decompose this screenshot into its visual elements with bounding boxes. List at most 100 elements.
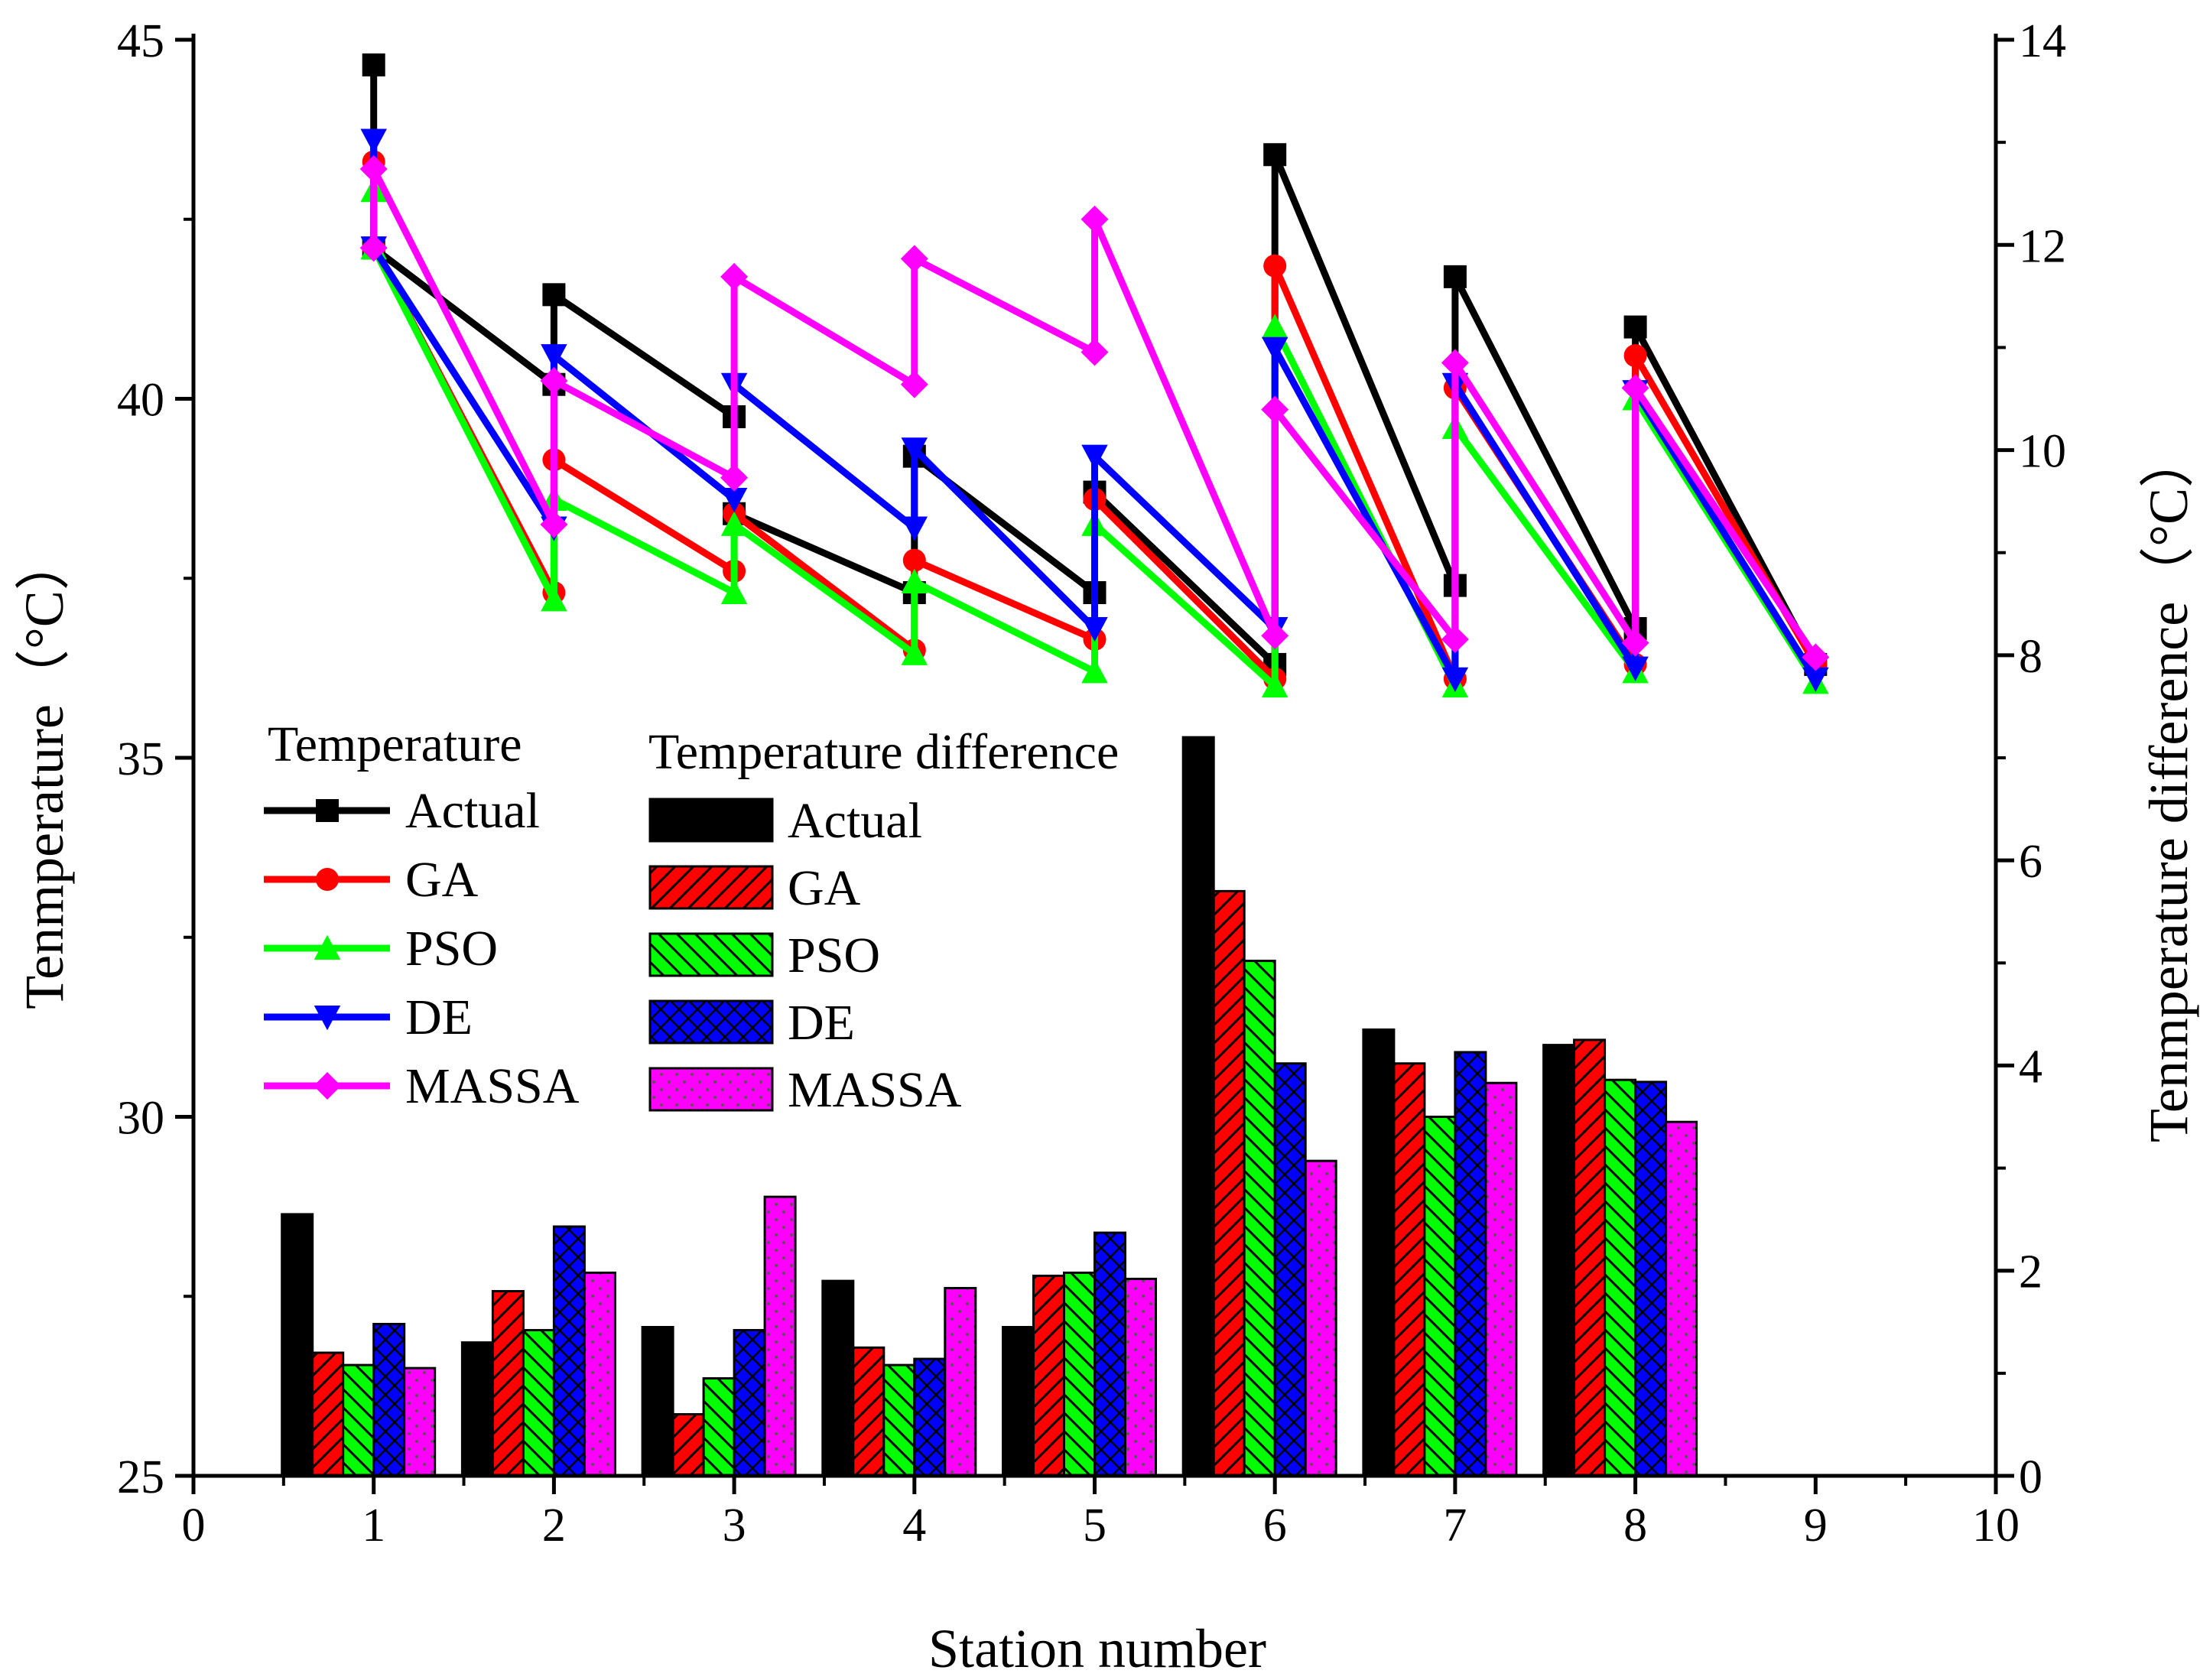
point-massa-15 <box>1621 374 1649 402</box>
temperature-lines <box>359 53 1830 698</box>
y-right-tick-label-4: 4 <box>2019 1041 2042 1093</box>
bar-de-station-2 <box>552 1225 586 1477</box>
point-pso-5 <box>720 511 748 536</box>
bar-ga-station-2 <box>491 1290 525 1477</box>
point-de-6 <box>901 516 928 541</box>
point-pso-2 <box>541 587 567 612</box>
point-massa-5 <box>720 262 749 291</box>
point-ga-11 <box>1263 254 1287 278</box>
legend-swatch-ga <box>648 865 774 910</box>
legend-temperature-title: Temperature <box>268 717 522 772</box>
y-left-tick-label-45: 45 <box>117 15 164 67</box>
point-massa-13 <box>1441 349 1469 377</box>
bar-actual-station-4 <box>821 1279 855 1477</box>
bar-massa-station-7 <box>1484 1081 1518 1477</box>
point-actual-15 <box>1623 315 1647 339</box>
legend-swatch-massa <box>648 1067 774 1112</box>
legend-difference-title: Temperature difference <box>648 724 1119 780</box>
point-massa-12 <box>1441 626 1469 654</box>
legend-bar-label-pso: PSO <box>788 928 880 983</box>
bar-de-station-5 <box>1094 1231 1126 1477</box>
legend-marker-ga <box>316 868 339 891</box>
point-de-3 <box>541 344 567 369</box>
x-tick-label-9: 9 <box>1804 1500 1828 1552</box>
y-axis-right-title: Tenmperature difference（°C） <box>2138 433 2199 1142</box>
bar-massa-station-4 <box>944 1287 977 1477</box>
x-tick-label-4: 4 <box>902 1500 926 1552</box>
x-tick-label-0: 0 <box>182 1500 206 1552</box>
point-pso-6 <box>901 640 928 665</box>
legend-temperature-difference: Temperature difference Actual GA PSO DE MASS… <box>648 724 1119 1118</box>
bar-pso-station-4 <box>882 1363 916 1477</box>
bar-ga-station-4 <box>852 1346 886 1477</box>
point-massa-7 <box>900 245 928 273</box>
bar-massa-station-5 <box>1124 1277 1157 1477</box>
point-massa-6 <box>900 370 928 398</box>
point-de-12 <box>1441 667 1469 692</box>
bar-ga-station-3 <box>671 1413 705 1477</box>
legend-temperature: Temperature Actual GA PSO DE MASSA <box>264 717 580 1114</box>
point-actual-13 <box>1443 265 1467 288</box>
point-massa-14 <box>1621 629 1649 657</box>
bar-actual-station-5 <box>1002 1325 1035 1477</box>
bar-pso-station-8 <box>1604 1078 1637 1477</box>
bar-massa-station-6 <box>1304 1159 1337 1477</box>
x-tick-label-3: 3 <box>723 1500 746 1552</box>
bar-actual-station-7 <box>1362 1028 1396 1477</box>
x-tick-label-8: 8 <box>1623 1500 1647 1552</box>
bar-actual-station-3 <box>641 1325 674 1477</box>
point-actual-3 <box>542 283 566 307</box>
x-tick-label-2: 2 <box>542 1500 566 1552</box>
legend-bar-label-actual: Actual <box>788 793 922 849</box>
legend-line-label-de: DE <box>405 989 473 1045</box>
point-de-4 <box>720 487 748 513</box>
point-pso-7 <box>901 568 928 593</box>
point-de-8 <box>1081 616 1108 642</box>
legend-marker-massa <box>314 1072 341 1100</box>
legend-line-label-pso: PSO <box>405 921 498 976</box>
x-axis-title: Station number <box>928 1618 1266 1679</box>
legend-line-label-massa: MASSA <box>405 1058 580 1114</box>
point-de-0 <box>360 128 387 154</box>
point-ga-7 <box>902 548 926 572</box>
x-tick-label-5: 5 <box>1083 1500 1106 1552</box>
bar-de-station-7 <box>1454 1051 1487 1477</box>
legend-marker-actual <box>316 799 339 822</box>
point-massa-3 <box>540 367 568 395</box>
bar-actual-station-8 <box>1542 1044 1576 1477</box>
point-massa-2 <box>540 510 568 538</box>
point-de-11 <box>1261 336 1288 362</box>
bar-actual-station-6 <box>1181 736 1215 1477</box>
point-massa-11 <box>1261 395 1289 424</box>
bar-massa-station-2 <box>583 1271 616 1477</box>
x-tick-label-6: 6 <box>1263 1500 1287 1552</box>
point-pso-11 <box>1261 314 1288 339</box>
point-actual-11 <box>1263 143 1287 167</box>
x-tick-label-10: 10 <box>1972 1500 2020 1552</box>
point-massa-9 <box>1081 205 1109 233</box>
bar-pso-station-5 <box>1063 1271 1096 1477</box>
bar-massa-station-1 <box>403 1366 437 1477</box>
y-right-tick-label-8: 8 <box>2019 631 2042 683</box>
point-pso-4 <box>720 579 748 605</box>
bar-massa-station-8 <box>1665 1120 1698 1477</box>
y-right-tick-label-6: 6 <box>2019 836 2042 888</box>
bar-massa-station-3 <box>763 1195 797 1477</box>
point-massa-16 <box>1802 643 1830 671</box>
bar-pso-station-6 <box>1243 960 1276 1477</box>
point-massa-1 <box>359 155 388 184</box>
bar-pso-station-3 <box>702 1377 736 1477</box>
bar-actual-station-1 <box>281 1213 314 1477</box>
bar-pso-station-1 <box>342 1363 375 1477</box>
legend-swatch-pso <box>648 932 774 977</box>
point-massa-4 <box>720 463 749 492</box>
legend-swatch-de <box>648 999 774 1045</box>
y-right-tick-label-10: 10 <box>2019 426 2066 478</box>
point-pso-10 <box>1261 672 1288 698</box>
bar-pso-station-2 <box>522 1329 555 1477</box>
bar-de-station-3 <box>733 1329 766 1477</box>
y-left-tick-label-40: 40 <box>117 375 164 427</box>
point-actual-0 <box>362 53 385 76</box>
bar-pso-station-7 <box>1423 1116 1457 1477</box>
